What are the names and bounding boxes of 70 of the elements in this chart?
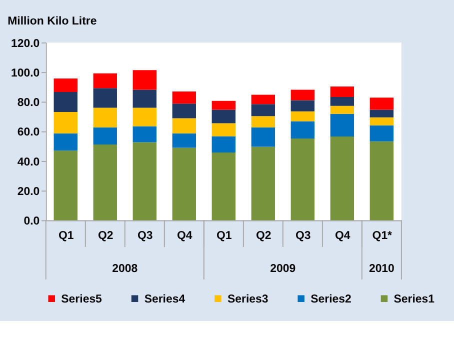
bar <box>212 152 236 220</box>
bar <box>54 78 78 92</box>
bar <box>370 141 394 220</box>
bar <box>251 146 276 220</box>
y-tick-label: 20.0 <box>17 186 40 198</box>
bar <box>330 86 354 97</box>
bar <box>290 121 315 138</box>
bar <box>172 133 196 148</box>
x-tick-label: Q3 <box>296 230 311 242</box>
bar <box>93 144 117 220</box>
bar <box>132 90 156 108</box>
bar <box>212 100 236 110</box>
bar <box>370 125 394 142</box>
bar <box>251 127 276 147</box>
bar <box>290 138 315 220</box>
bar <box>330 106 354 114</box>
bar <box>330 114 354 137</box>
bar <box>251 116 276 128</box>
bar <box>172 91 196 104</box>
y-tick-label: 40.0 <box>17 156 40 168</box>
bar <box>290 90 315 100</box>
x-tick-label: Q2 <box>256 230 272 242</box>
text: 2008 <box>112 262 138 275</box>
legend-label: Series2 <box>310 293 352 306</box>
bar <box>54 92 78 112</box>
bar <box>172 148 196 220</box>
bar <box>132 108 156 126</box>
bar <box>251 104 276 116</box>
bar <box>132 70 156 90</box>
x-tick-label: Q2 <box>98 230 114 242</box>
bar <box>54 112 78 134</box>
x-tick-label: Q4 <box>335 230 351 242</box>
chart-title: Million Kilo Litre <box>8 15 97 28</box>
bar <box>93 88 117 108</box>
y-tick-label: 80.0 <box>17 97 40 110</box>
bar <box>370 117 394 126</box>
bar <box>54 133 78 151</box>
bar <box>330 96 354 106</box>
x-tick-label: Q4 <box>176 230 193 242</box>
bar <box>212 136 236 153</box>
bar <box>251 94 276 104</box>
bar <box>290 100 315 112</box>
bar <box>132 142 156 220</box>
x-tick-label: Q1 <box>58 230 74 242</box>
bar <box>172 118 196 134</box>
bar <box>290 111 315 122</box>
bar <box>212 123 236 136</box>
legend-label: Series4 <box>144 293 186 306</box>
bar <box>93 73 117 88</box>
bar <box>54 150 78 220</box>
bar <box>212 110 236 124</box>
bar <box>370 98 394 110</box>
legend-label: Series1 <box>394 293 436 306</box>
bar <box>370 110 394 118</box>
bar <box>93 127 117 145</box>
y-tick-label: 0.0 <box>24 216 40 228</box>
y-tick-label: 60.0 <box>17 126 40 139</box>
bar <box>132 126 156 142</box>
bar <box>93 108 117 128</box>
text: 2009 <box>270 262 296 275</box>
x-tick-label: Q1* <box>372 230 393 242</box>
text: 2010 <box>368 262 394 275</box>
y-tick-label: 120.0 <box>10 38 40 50</box>
bar <box>330 136 354 220</box>
legend-label: Series3 <box>227 293 268 306</box>
legend-label: Series5 <box>61 293 103 306</box>
x-tick-label: Q3 <box>137 230 153 242</box>
y-tick-label: 100.0 <box>10 67 40 80</box>
bar <box>172 104 196 118</box>
x-tick-label: Q1 <box>216 230 232 242</box>
